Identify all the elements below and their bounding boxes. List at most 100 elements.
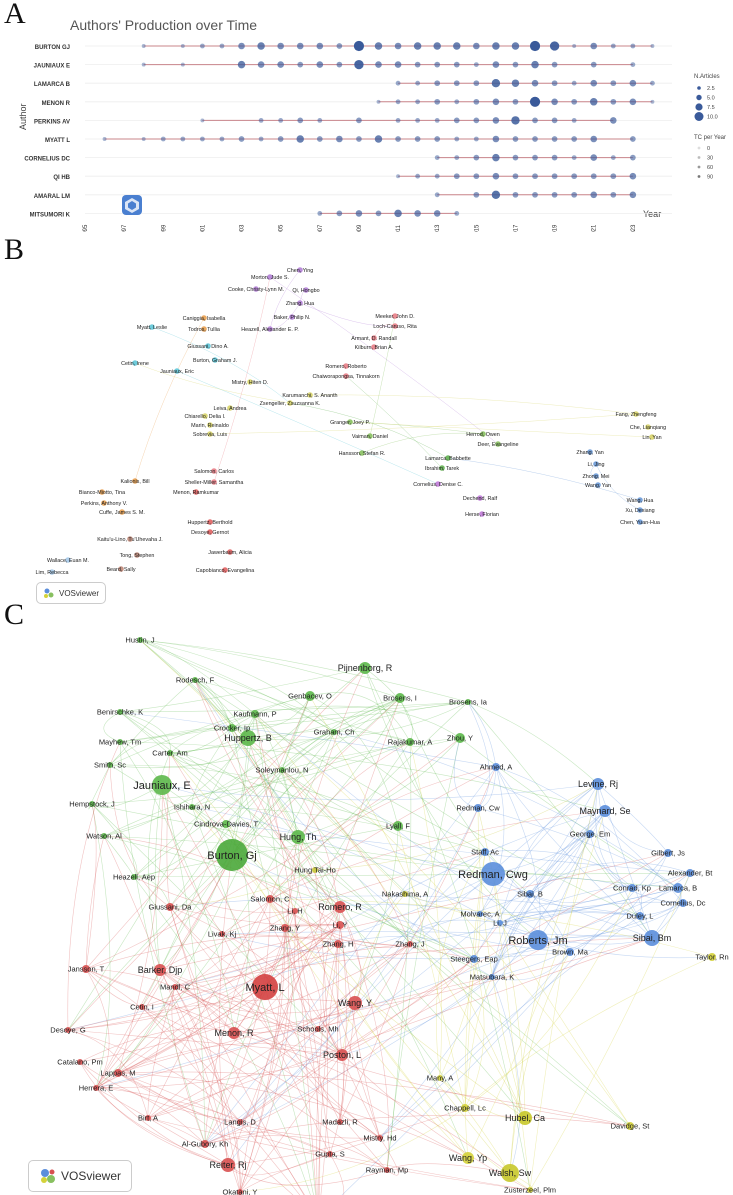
network-edge	[67, 1029, 149, 1119]
network-edge	[254, 713, 571, 953]
network-edge	[491, 833, 591, 978]
production-dot	[610, 173, 617, 180]
network-node-label: Graham, Ch	[314, 728, 355, 737]
network-edge	[467, 701, 497, 768]
network-edge	[379, 1137, 399, 1176]
production-dot	[512, 173, 519, 180]
label-layer: Hustin, J Pijnenborg, R Rodesch, F Genbacev…	[50, 636, 728, 1195]
network-edge	[169, 895, 641, 917]
network-edge	[194, 679, 411, 945]
production-dot	[529, 40, 541, 52]
legend-title: N.Articles	[694, 74, 720, 80]
network-node-label: Rajakumar, A	[388, 738, 433, 747]
network-node	[65, 1027, 71, 1033]
network-edge	[117, 695, 311, 1074]
network-edge	[95, 906, 341, 1089]
network-edge	[341, 976, 493, 1056]
network-edge	[479, 911, 641, 917]
network-edge	[341, 852, 669, 1195]
network-node-label: Zhang, H	[323, 940, 354, 949]
network-edge	[169, 906, 343, 1056]
panel-label-b: B	[4, 233, 25, 266]
production-dot	[571, 191, 578, 198]
network-edge	[221, 931, 653, 939]
production-dot	[610, 117, 617, 124]
network-node	[292, 908, 298, 914]
network-edge	[499, 783, 599, 924]
network-node-label: Nakashima, A	[382, 890, 428, 899]
production-dot	[492, 172, 500, 180]
network-node-label: Li, H	[287, 907, 302, 916]
chart-title: Authors' Production over Time	[70, 17, 257, 33]
author-name: QI HB	[53, 175, 70, 181]
network-node	[395, 693, 405, 703]
network-edge	[491, 951, 571, 981]
network-node-label: Zhang, Y	[270, 924, 300, 933]
network-node-label: Zhou, Y	[447, 734, 473, 743]
network-node-label: Kaitu'u-Lino, Tu'Uhevaha J.	[97, 537, 163, 543]
network-edge	[159, 697, 401, 971]
network-edge	[174, 986, 356, 1014]
network-edge	[221, 766, 497, 935]
network-edge	[349, 421, 653, 438]
network-node	[297, 267, 303, 273]
network-node	[99, 489, 105, 495]
network-edge	[159, 852, 669, 971]
network-node-label: Ahmed, A	[480, 763, 513, 772]
network-edge	[439, 913, 481, 1079]
network-node	[221, 1158, 235, 1172]
network-node	[212, 357, 218, 363]
network-edge	[109, 764, 399, 827]
network-node-label: Redman, Cwg	[458, 869, 528, 881]
network-edge	[316, 943, 339, 1195]
network-node-label: Okatani, Y	[223, 1188, 258, 1195]
network-edge	[119, 701, 469, 743]
legend-alpha-label: 0	[707, 146, 710, 152]
network-edge	[297, 697, 401, 838]
network-edge	[117, 1071, 631, 1127]
network-node	[89, 801, 95, 807]
network-edge	[79, 1061, 241, 1123]
network-node	[281, 924, 289, 932]
network-node	[481, 848, 489, 856]
network-edge	[239, 852, 669, 1123]
production-dot	[257, 61, 265, 68]
network-edge	[333, 731, 679, 889]
network-edge	[141, 1006, 381, 1139]
network-node-label: Dechend, Ralf	[463, 496, 498, 502]
network-node	[227, 549, 233, 555]
network-edge	[148, 752, 171, 971]
network-edge	[269, 898, 411, 948]
network-node-label: Cindrova-Davies, T	[194, 820, 258, 829]
network-edge	[95, 854, 233, 1089]
production-dot	[354, 59, 364, 70]
network-edge	[204, 898, 271, 1145]
network-node-label: Morton, Jude S.	[251, 275, 289, 281]
production-dot	[529, 96, 541, 107]
network-edge	[233, 937, 653, 1034]
network-node	[593, 473, 599, 479]
network-node-label: Heazell, Aep	[113, 873, 155, 882]
network-node	[228, 1027, 240, 1039]
x-tick-label: 2011	[396, 224, 402, 232]
network-edge	[95, 943, 339, 1089]
author-name: JAUNIAUX E	[34, 64, 70, 70]
network-node	[82, 965, 90, 973]
production-dot	[180, 44, 185, 48]
production-dot	[257, 42, 265, 50]
production-dot	[610, 98, 617, 105]
network-edge	[109, 764, 171, 908]
network-node	[201, 315, 207, 321]
network-node	[152, 775, 172, 795]
network-edge	[329, 1054, 345, 1155]
vosviewer-badge-c: VOSviewer	[28, 1160, 133, 1192]
network-node-label: Hubel, Ca	[505, 1113, 545, 1123]
network-edge	[109, 764, 475, 960]
network-node	[117, 709, 123, 715]
legend-alpha-dot	[697, 175, 701, 178]
network-edge	[309, 695, 526, 1119]
network-edge	[85, 968, 143, 1008]
network-edge	[289, 402, 449, 459]
network-edge	[139, 639, 233, 729]
network-node	[527, 1187, 533, 1193]
